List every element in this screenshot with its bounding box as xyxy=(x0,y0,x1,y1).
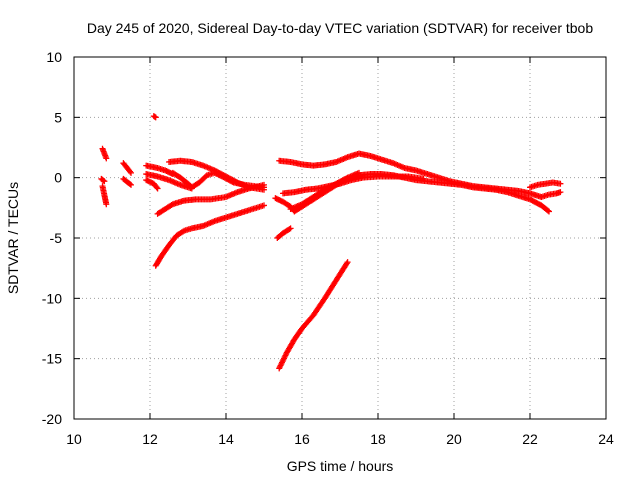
data-point xyxy=(229,178,236,185)
series-track-c xyxy=(143,162,195,192)
data-point xyxy=(420,175,427,182)
data-point xyxy=(546,208,552,215)
data-point xyxy=(103,201,110,208)
series-track-a xyxy=(98,145,110,208)
plot-frame xyxy=(73,56,607,420)
y-tick-label: -10 xyxy=(42,290,62,306)
y-tick-label: -15 xyxy=(42,351,62,367)
data-point xyxy=(153,184,160,191)
data-point xyxy=(101,178,108,185)
x-tick-label: 18 xyxy=(370,431,386,447)
data-point xyxy=(154,185,161,192)
data-point xyxy=(261,181,267,188)
data-points xyxy=(98,113,564,372)
series-track-d xyxy=(150,113,159,121)
data-point xyxy=(544,207,551,214)
data-point xyxy=(261,202,267,209)
data-point xyxy=(128,181,134,188)
data-point xyxy=(152,114,159,121)
data-point xyxy=(168,202,175,209)
y-tick-label: -5 xyxy=(50,230,63,246)
y-tick-label: 10 xyxy=(46,49,62,65)
series-track-o xyxy=(527,179,564,200)
x-axis-label: GPS time / hours xyxy=(287,458,394,474)
data-point xyxy=(557,180,564,187)
data-point xyxy=(128,169,134,176)
x-tick-label: 22 xyxy=(522,431,538,447)
data-point xyxy=(557,189,564,196)
x-tick-label: 16 xyxy=(294,431,310,447)
x-tick-label: 14 xyxy=(218,431,234,447)
data-point xyxy=(126,181,133,188)
x-tick-label: 12 xyxy=(142,431,158,447)
series-track-i xyxy=(274,225,294,241)
data-point xyxy=(287,225,294,232)
data-point xyxy=(100,177,107,184)
series-track-b xyxy=(120,160,134,188)
series-track-f xyxy=(169,169,267,191)
series-track-h xyxy=(152,202,267,269)
x-tick-label: 20 xyxy=(446,431,462,447)
data-point xyxy=(344,259,351,266)
y-axis-label: SDTVAR / TECUs xyxy=(5,182,21,294)
data-point xyxy=(127,168,134,175)
series-track-j xyxy=(276,259,351,372)
data-point xyxy=(343,175,350,182)
data-point xyxy=(286,226,293,233)
x-tick-label: 24 xyxy=(598,431,614,447)
data-point xyxy=(179,228,186,235)
x-tick-label: 10 xyxy=(66,431,82,447)
y-tick-label: 5 xyxy=(54,109,62,125)
y-tick-label: -20 xyxy=(42,411,62,427)
data-point xyxy=(103,155,110,162)
data-point xyxy=(356,169,362,176)
series-track-n xyxy=(287,169,362,213)
y-tick-label: 0 xyxy=(54,170,62,186)
chart-title: Day 245 of 2020, Sidereal Day-to-day VTE… xyxy=(87,20,594,36)
grid xyxy=(74,57,606,419)
series-track-g xyxy=(154,181,267,217)
data-point xyxy=(343,260,350,267)
x-tick-labels: 10 12 14 16 18 20 22 24 xyxy=(66,431,614,447)
y-tick-labels: -20 -15 -10 -5 0 5 10 xyxy=(42,49,62,427)
